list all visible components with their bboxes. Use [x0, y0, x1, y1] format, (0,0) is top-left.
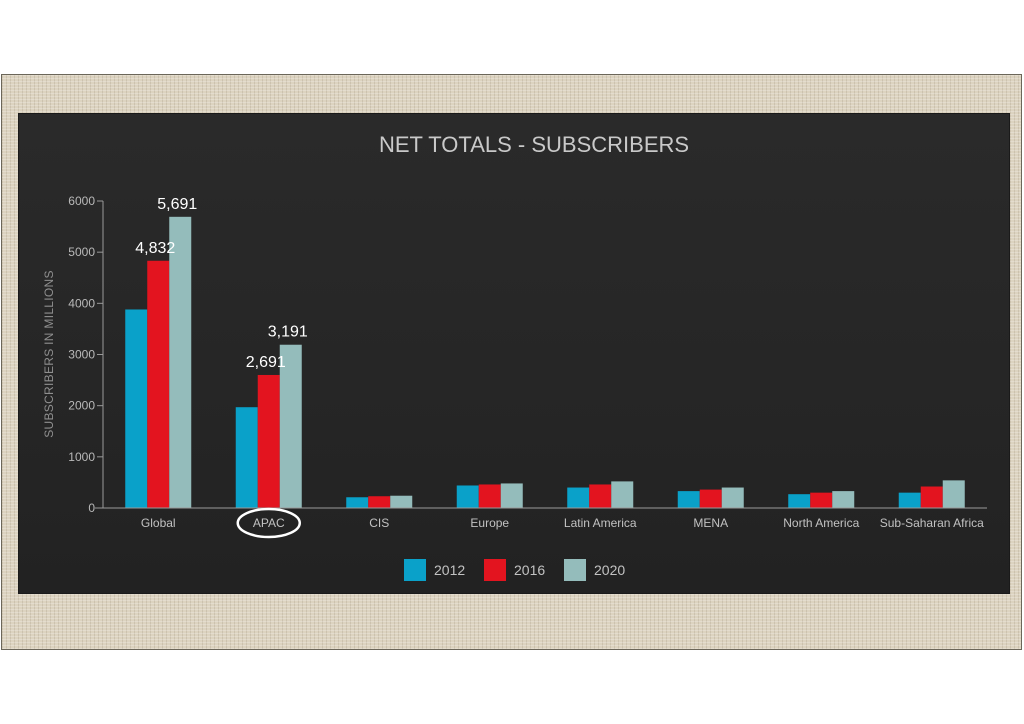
- legend-label: 2016: [514, 562, 545, 578]
- bar-group-mena: [677, 487, 744, 508]
- legend-swatch-2012: [404, 559, 426, 581]
- x-tick-label: APAC: [253, 516, 285, 530]
- x-tick-label: North America: [783, 516, 859, 530]
- chart-title: NET TOTALS - SUBSCRIBERS: [379, 132, 689, 157]
- bar-latin-america-2016: [589, 484, 612, 508]
- chart-panel: NET TOTALS - SUBSCRIBERS SUBSCRIBERS IN …: [19, 114, 1009, 593]
- y-axis-label: SUBSCRIBERS IN MILLIONS: [42, 270, 56, 438]
- bar-group-sub-saharan-africa: [898, 480, 965, 508]
- y-tick-label: 1000: [68, 450, 95, 464]
- bar-group-global: [125, 216, 192, 509]
- legend: 2012 2016 2020: [404, 559, 625, 581]
- bar-sub-saharan-africa-2012: [898, 492, 921, 508]
- data-label: 5,691: [157, 196, 197, 213]
- highlight-circle: [236, 507, 301, 539]
- bar-apac-2020: [279, 344, 302, 508]
- bar-cis-2020: [390, 495, 413, 508]
- bar-apac-2012: [235, 407, 258, 508]
- legend-label: 2012: [434, 562, 465, 578]
- x-tick-label: CIS: [369, 516, 389, 530]
- bar-sub-saharan-africa-2020: [942, 480, 965, 508]
- legend-swatch-2020: [564, 559, 586, 581]
- data-labels-layer: 4,832 5,691 2,691 3,191: [135, 196, 308, 371]
- x-tick-label: Latin America: [564, 516, 637, 530]
- y-tick-label: 2000: [68, 399, 95, 413]
- bar-north-america-2020: [832, 491, 855, 508]
- bar-cis-2012: [346, 497, 369, 508]
- bars-layer: [125, 216, 965, 509]
- bar-group-latin-america: [567, 481, 634, 508]
- bar-apac-2016: [257, 374, 280, 508]
- bar-latin-america-2012: [567, 487, 590, 508]
- bar-mena-2016: [699, 489, 722, 508]
- bar-group-apac: [235, 344, 302, 508]
- bar-europe-2016: [478, 484, 501, 508]
- bar-cis-2016: [368, 496, 391, 508]
- bar-europe-2020: [500, 483, 523, 508]
- bar-mena-2020: [721, 487, 744, 508]
- x-tick-label: MENA: [693, 516, 728, 530]
- data-label: 3,191: [268, 324, 308, 341]
- y-tick-label: 3000: [68, 348, 95, 362]
- x-tick-label: Europe: [470, 516, 509, 530]
- bar-global-2016: [147, 260, 170, 508]
- axes-layer: 0 1000 2000 3000 4000 5000 6000 Global APAC CIS Eu…: [68, 194, 987, 539]
- bar-group-north-america: [788, 491, 855, 508]
- bar-europe-2012: [456, 485, 479, 508]
- y-tick-label: 4000: [68, 296, 95, 310]
- legend-label: 2020: [594, 562, 625, 578]
- legend-swatch-2016: [484, 559, 506, 581]
- bar-latin-america-2020: [611, 481, 634, 508]
- y-tick-label: 0: [88, 501, 95, 515]
- bar-north-america-2016: [810, 492, 833, 508]
- data-label: 2,691: [246, 354, 286, 371]
- bar-chart: NET TOTALS - SUBSCRIBERS SUBSCRIBERS IN …: [42, 132, 987, 581]
- bar-north-america-2012: [788, 494, 811, 508]
- x-tick-label: Sub-Saharan Africa: [880, 516, 984, 530]
- data-label: 4,832: [135, 240, 175, 257]
- y-tick-label: 6000: [68, 194, 95, 208]
- bar-sub-saharan-africa-2016: [920, 486, 943, 508]
- y-tick-label: 5000: [68, 245, 95, 259]
- bar-global-2020: [169, 216, 192, 509]
- bar-global-2012: [125, 309, 148, 508]
- bar-group-europe: [456, 483, 523, 508]
- bar-mena-2012: [677, 491, 700, 508]
- slide-frame: NET TOTALS - SUBSCRIBERS SUBSCRIBERS IN …: [1, 74, 1022, 650]
- x-tick-label: Global: [141, 516, 176, 530]
- bar-group-cis: [346, 495, 413, 508]
